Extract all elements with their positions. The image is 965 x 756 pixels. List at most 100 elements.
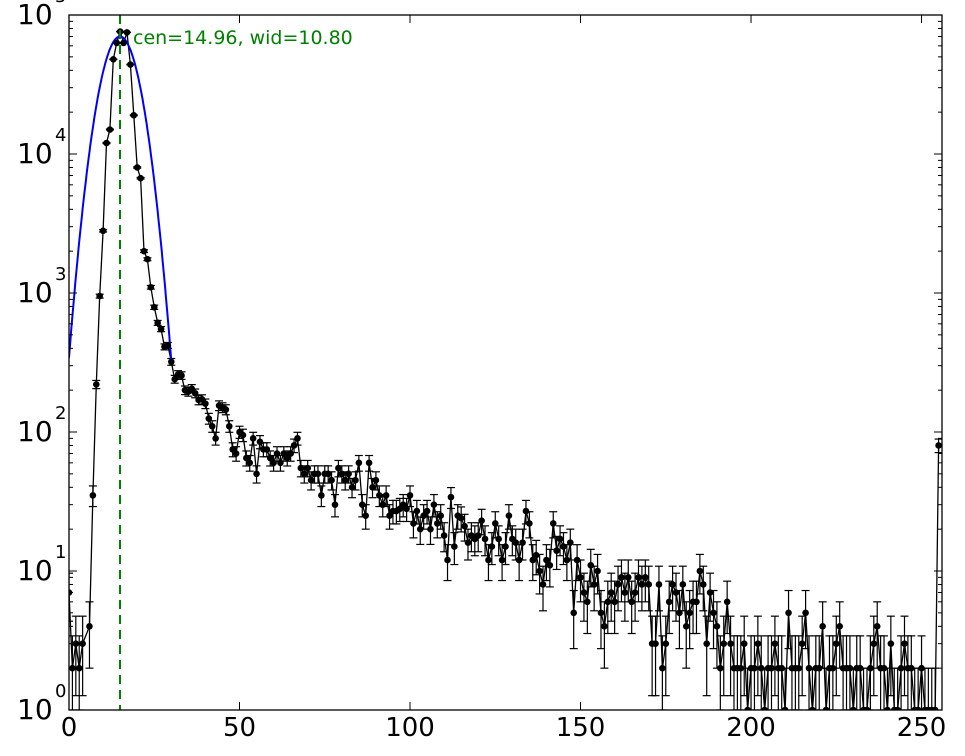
data-point (832, 640, 840, 647)
data-point (584, 598, 591, 606)
data-point (713, 623, 721, 630)
y-tick-exponent: 5 (55, 0, 66, 7)
data-point (191, 389, 199, 397)
data-point (451, 543, 458, 550)
data-point (672, 589, 680, 596)
data-point (243, 454, 250, 462)
data-point (413, 507, 421, 515)
data-point (590, 581, 598, 588)
data-point (164, 342, 172, 349)
data-point (212, 435, 219, 442)
data-point (652, 640, 659, 647)
y-tick-exponent: 1 (55, 542, 66, 563)
x-tick-label: 50 (223, 713, 256, 743)
data-point (133, 164, 141, 171)
data-point (662, 640, 670, 647)
x-tick-label: 100 (385, 713, 435, 743)
data-point (676, 609, 683, 617)
data-point (635, 574, 642, 581)
data-point (379, 501, 387, 508)
data-point (594, 567, 601, 575)
data-point (270, 459, 277, 467)
y-tick-label: 10 (17, 0, 53, 31)
data-point (140, 247, 148, 255)
data-point (277, 459, 284, 467)
data-point (345, 470, 352, 478)
data-point (515, 556, 523, 564)
data-point (120, 39, 127, 47)
data-point (795, 664, 803, 672)
data-point (570, 609, 578, 617)
data-point (147, 283, 155, 291)
data-point (553, 547, 560, 554)
data-point (328, 476, 335, 484)
data-point (556, 535, 564, 543)
data-point (297, 464, 305, 472)
x-tick-label: 250 (897, 713, 947, 743)
data-point (856, 664, 864, 672)
data-point (246, 459, 254, 467)
data-point (225, 422, 233, 430)
data-point (894, 706, 901, 710)
data-point (727, 640, 734, 647)
data-point (420, 512, 427, 519)
data-point (290, 442, 298, 449)
data-point (901, 640, 908, 647)
data-point (440, 532, 448, 539)
plot-clip-group (69, 15, 942, 710)
data-point (740, 640, 748, 647)
data-point (771, 640, 779, 647)
y-tick-exponent: 0 (55, 681, 66, 702)
axes: 050100150200250100101102103104105 (17, 0, 946, 743)
data-point (546, 561, 554, 569)
data-point (573, 556, 581, 564)
data-point (519, 539, 526, 546)
data-point (423, 507, 431, 515)
data-point (75, 664, 83, 672)
data-point (566, 539, 574, 546)
data-point (376, 492, 383, 499)
data-point (113, 39, 121, 47)
data-point (720, 640, 728, 647)
y-tick-exponent: 4 (55, 125, 66, 146)
data-point (386, 512, 393, 519)
data-point (846, 664, 854, 672)
data-point (256, 438, 264, 446)
data-point (549, 520, 557, 527)
data-point (301, 470, 308, 478)
data-point (491, 520, 499, 527)
data-point (502, 543, 509, 550)
data-point (744, 706, 751, 710)
data-point (751, 664, 758, 672)
data-point (880, 664, 888, 672)
data-point (478, 517, 485, 525)
data-point (263, 446, 271, 453)
data-point (723, 598, 731, 606)
data-point (805, 664, 813, 672)
data-point (430, 501, 438, 508)
data-point (86, 623, 93, 630)
x-tick-label: 200 (726, 713, 776, 743)
data-point (815, 664, 823, 672)
data-point (918, 664, 925, 672)
data-point (638, 581, 646, 588)
data-point (703, 640, 710, 647)
data-point (717, 664, 724, 672)
data-point (870, 640, 878, 647)
data-point (884, 706, 891, 710)
data-point (829, 664, 837, 672)
data-point (679, 581, 687, 588)
plot-area (69, 15, 942, 710)
data-point (171, 375, 179, 383)
data-point (253, 470, 260, 478)
y-tick-label: 10 (17, 554, 53, 587)
data-point (304, 464, 312, 472)
data-point (103, 139, 110, 147)
data-point (785, 609, 792, 617)
data-point (188, 385, 196, 392)
data-point (761, 706, 768, 710)
data-point (123, 29, 131, 36)
data-point (560, 543, 567, 550)
data-point (106, 126, 114, 133)
